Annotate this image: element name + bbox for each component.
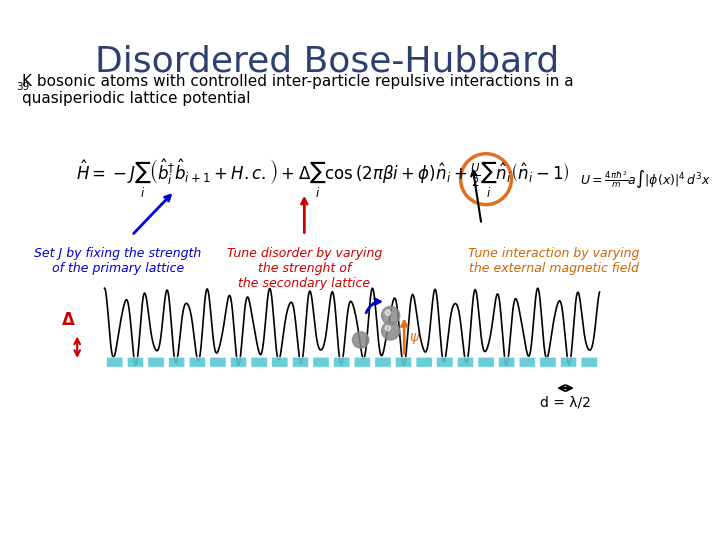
FancyBboxPatch shape bbox=[478, 357, 494, 367]
FancyBboxPatch shape bbox=[540, 357, 556, 367]
FancyBboxPatch shape bbox=[354, 357, 371, 367]
FancyBboxPatch shape bbox=[251, 357, 267, 367]
Text: Tune interaction by varying
the external magnetic field: Tune interaction by varying the external… bbox=[469, 247, 640, 275]
Text: Set J by fixing the strength
of the primary lattice: Set J by fixing the strength of the prim… bbox=[35, 247, 202, 275]
FancyBboxPatch shape bbox=[148, 357, 164, 367]
FancyBboxPatch shape bbox=[375, 357, 391, 367]
Text: Tune disorder by varying
the strenght of
the secondary lattice: Tune disorder by varying the strenght of… bbox=[227, 247, 382, 291]
FancyBboxPatch shape bbox=[292, 357, 309, 367]
FancyBboxPatch shape bbox=[107, 357, 123, 367]
Text: K bosonic atoms with controlled inter-particle repulsive interactions in a
quasi: K bosonic atoms with controlled inter-pa… bbox=[22, 74, 573, 106]
Text: $\psi$: $\psi$ bbox=[409, 330, 420, 346]
FancyBboxPatch shape bbox=[313, 357, 329, 367]
FancyBboxPatch shape bbox=[168, 357, 185, 367]
FancyBboxPatch shape bbox=[395, 357, 412, 367]
Text: 39: 39 bbox=[17, 82, 30, 91]
FancyBboxPatch shape bbox=[457, 357, 474, 367]
FancyBboxPatch shape bbox=[210, 357, 226, 367]
FancyBboxPatch shape bbox=[189, 357, 205, 367]
Text: d = λ/2: d = λ/2 bbox=[540, 395, 591, 409]
Text: Δ: Δ bbox=[62, 311, 75, 329]
Circle shape bbox=[353, 332, 369, 348]
Circle shape bbox=[385, 326, 391, 331]
Text: $U=\frac{4\pi\hbar^2}{m}a\int|\phi(x)|^4\,d^3x$: $U=\frac{4\pi\hbar^2}{m}a\int|\phi(x)|^4… bbox=[580, 168, 711, 190]
Circle shape bbox=[385, 310, 391, 315]
FancyBboxPatch shape bbox=[436, 357, 453, 367]
FancyBboxPatch shape bbox=[127, 357, 143, 367]
FancyBboxPatch shape bbox=[581, 357, 598, 367]
FancyBboxPatch shape bbox=[333, 357, 350, 367]
Circle shape bbox=[382, 322, 400, 340]
FancyBboxPatch shape bbox=[560, 357, 577, 367]
FancyBboxPatch shape bbox=[416, 357, 433, 367]
FancyBboxPatch shape bbox=[498, 357, 515, 367]
Circle shape bbox=[382, 306, 400, 325]
Text: Disordered Bose-Hubbard: Disordered Bose-Hubbard bbox=[95, 44, 559, 78]
FancyBboxPatch shape bbox=[271, 357, 288, 367]
FancyBboxPatch shape bbox=[519, 357, 536, 367]
Text: $\hat{H}=-J\sum_i\left(\hat{b}_i^{\dagger}\hat{b}_{i+1}+H.c.\right)+\Delta\sum_i: $\hat{H}=-J\sum_i\left(\hat{b}_i^{\dagge… bbox=[76, 158, 570, 200]
FancyBboxPatch shape bbox=[230, 357, 247, 367]
